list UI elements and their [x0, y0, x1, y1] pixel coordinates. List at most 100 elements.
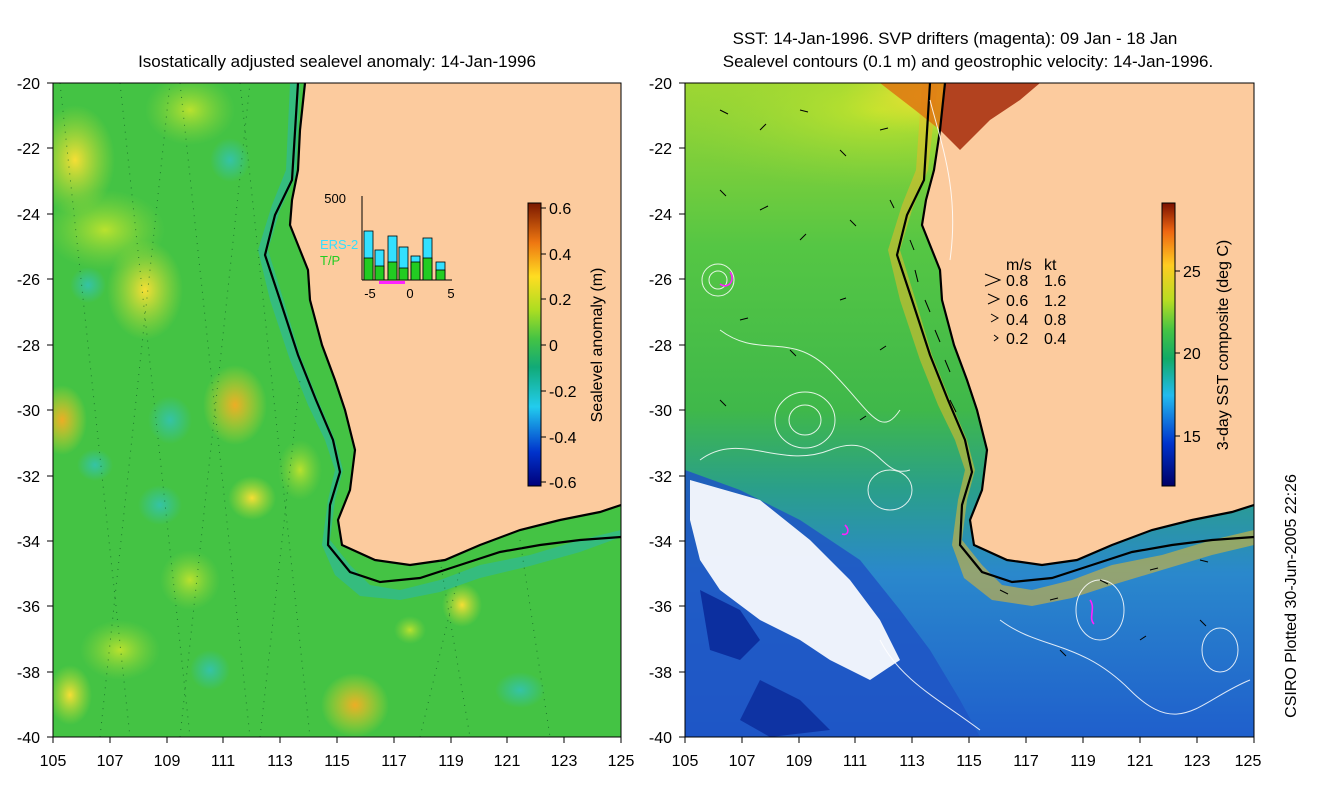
inset-bars-b: [363, 257, 446, 281]
sla-cb-tick: 0.6: [549, 201, 571, 218]
right-y-tick: -40: [649, 730, 672, 747]
right-title-line2: Sealevel contours (0.1 m) and geostrophi…: [723, 52, 1213, 71]
inset-histogram: 500 ERS-2 T/P: [320, 191, 455, 301]
right-y-tick: -34: [649, 534, 672, 551]
right-y-tick: -26: [649, 272, 672, 289]
legend-arrow-icon: [987, 293, 1001, 305]
drifter-tracks: [719, 271, 1095, 625]
left-x-tick: 125: [608, 753, 635, 770]
sla-cb-label: Sealevel anomaly (m): [589, 268, 606, 423]
left-x-tick: 121: [494, 753, 521, 770]
sst-cb-tick: 15: [1183, 429, 1201, 446]
left-x-axis: 105 107 109 111 113 115 117 119 121 123 …: [40, 737, 635, 770]
right-x-tick: 125: [1235, 753, 1262, 770]
left-y-tick: -36: [17, 599, 40, 616]
right-x-tick: 113: [899, 753, 925, 770]
coastline: [288, 83, 621, 567]
right-x-tick: 111: [843, 753, 867, 770]
left-y-tick: -28: [17, 338, 40, 355]
velocity-legend-kt: 0.4: [1044, 331, 1066, 348]
velocity-legend-kt: 1.2: [1044, 293, 1066, 310]
velocity-legend-ms: 0.8: [1006, 273, 1028, 290]
inset-y-max: 500: [324, 191, 346, 206]
left-x-tick: 107: [97, 753, 124, 770]
right-x-tick: 105: [672, 753, 699, 770]
right-x-tick: 107: [729, 753, 756, 770]
left-y-tick: -20: [17, 76, 40, 93]
left-map: Isostatically adjusted sealevel anomaly:…: [17, 52, 635, 770]
velocity-legend: m/s kt 0.8 1.6 0.6 1.2 0.4 0.8 0.2 0.4: [984, 257, 1066, 348]
isobath-line: [263, 83, 621, 584]
left-y-tick: -24: [17, 207, 40, 224]
sla-cb-tick: -0.4: [549, 430, 577, 447]
legend-arrow-icon: [990, 313, 1000, 323]
left-x-tick: 123: [551, 753, 578, 770]
right-x-tick: 123: [1184, 753, 1211, 770]
right-y-tick: -24: [649, 207, 672, 224]
velocity-legend-header-ms: m/s: [1006, 257, 1032, 274]
legend-arrow-icon: [984, 273, 1002, 287]
left-y-tick: -38: [17, 665, 40, 682]
right-y-tick: -32: [649, 469, 672, 486]
right-x-tick: 117: [1013, 753, 1039, 770]
inset-x-tick: 0: [406, 286, 413, 301]
velocity-legend-kt: 0.8: [1044, 312, 1066, 329]
left-x-tick: 111: [211, 753, 235, 770]
cloud-mask: [690, 480, 900, 680]
sst-cb-tick: 20: [1183, 346, 1201, 363]
velocity-legend-ms: 0.2: [1006, 331, 1028, 348]
velocity-legend-kt: 1.6: [1044, 273, 1066, 290]
left-x-tick: 117: [381, 753, 407, 770]
inset-date-marker: [379, 281, 405, 284]
credit-label: CSIRO Plotted 30-Jun-2005 22:26: [1283, 474, 1300, 718]
right-y-tick: -22: [649, 141, 672, 158]
velocity-legend-ms: 0.4: [1006, 312, 1028, 329]
coastline: [920, 83, 1254, 567]
right-map: SST: 14-Jan-1996. SVP drifters (magenta)…: [649, 29, 1262, 770]
sla-cb-tick: 0.2: [549, 292, 571, 309]
left-y-tick: -26: [17, 272, 40, 289]
right-x-axis: 105 107 109 111 113 115 117 119 121 123 …: [672, 737, 1262, 770]
isobath-line: [895, 83, 1254, 584]
right-x-tick: 115: [956, 753, 982, 770]
satellite-tracks: [59, 83, 551, 737]
left-y-tick: -32: [17, 469, 40, 486]
sla-cb-tick: -0.6: [549, 475, 577, 492]
left-x-tick: 105: [40, 753, 67, 770]
left-title: Isostatically adjusted sealevel anomaly:…: [138, 52, 536, 71]
left-y-tick: -40: [17, 730, 40, 747]
right-y-tick: -36: [649, 599, 672, 616]
right-y-tick: -20: [649, 76, 672, 93]
sst-warm-coast: [940, 83, 1040, 150]
sla-anomaly-field: [53, 83, 545, 737]
left-y-tick: -34: [17, 534, 40, 551]
right-y-tick: -28: [649, 338, 672, 355]
right-x-tick: 119: [1070, 753, 1096, 770]
velocity-legend-ms: 0.6: [1006, 293, 1028, 310]
left-x-tick: 115: [324, 753, 350, 770]
sla-cb-tick: 0: [549, 338, 558, 355]
left-y-axis: -20 -22 -24 -26 -28 -30 -32 -34 -36 -38 …: [17, 76, 53, 747]
legend-arrow-icon: [993, 334, 999, 342]
left-y-tick: -30: [17, 403, 40, 420]
sst-cb-tick: 25: [1183, 264, 1201, 281]
sla-colorbar-gradient: [527, 202, 542, 487]
sst-colorbar-gradient: [1161, 202, 1176, 487]
sla-cb-tick: 0.4: [549, 247, 571, 264]
inset-x-tick: 5: [447, 286, 454, 301]
sst-shelf: [888, 83, 1254, 606]
left-x-tick: 119: [438, 753, 464, 770]
right-title-line1: SST: 14-Jan-1996. SVP drifters (magenta)…: [733, 29, 1178, 48]
right-x-tick: 121: [1127, 753, 1154, 770]
sst-colorbar: 25 20 15 3-day SST composite (deg C): [1161, 202, 1232, 487]
inset-legend-a: ERS-2: [320, 237, 358, 252]
left-x-tick: 113: [267, 753, 293, 770]
left-x-tick: 109: [154, 753, 181, 770]
sla-colorbar: 0.6 0.4 0.2 0 -0.2 -0.4 -0.6 Sealevel an…: [527, 201, 606, 492]
left-y-tick: -22: [17, 141, 40, 158]
sealevel-contours: [699, 99, 1251, 731]
right-y-tick: -38: [649, 665, 672, 682]
sla-cb-tick: -0.2: [549, 384, 577, 401]
sst-cb-label: 3-day SST composite (deg C): [1215, 240, 1232, 450]
